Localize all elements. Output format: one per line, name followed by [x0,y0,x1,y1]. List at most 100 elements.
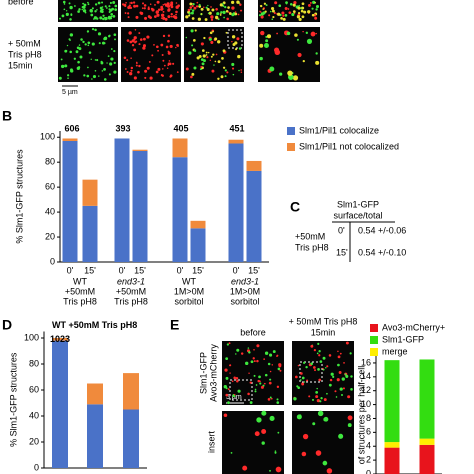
image-spot [316,399,320,403]
image-spot [223,16,226,19]
image-spot [319,400,322,403]
group-label: 1M>0M [174,286,204,296]
image-spot [308,3,311,7]
image-spot [157,67,161,71]
image-spot [301,451,307,457]
image-spot [135,4,139,8]
image-spot [282,14,285,17]
image-spot [236,0,240,4]
image-spot [311,398,315,401]
group-count: 451 [229,123,244,133]
image-spot [225,393,229,397]
image-spot [300,372,303,375]
group-count: 606 [64,123,79,133]
image-spot [263,382,266,385]
image-spot [167,39,170,43]
image-spot [228,342,231,345]
image-spot [335,396,338,398]
image-spot [295,375,298,379]
bar-segment [246,170,262,262]
image-spot [239,3,242,6]
image-spot [329,378,333,382]
image-spot [138,43,141,46]
image-spot [126,59,129,62]
image-spot [293,397,297,401]
image-spot [240,352,244,355]
y-axis-label: % Slm1-GFP structures [14,149,24,244]
image-spot [185,67,189,71]
image-spot [338,433,344,439]
image-spot [322,356,326,360]
image-spot [317,410,324,417]
panel-e: before + 50mM Tris pH8 15min Slm1-GFP Av… [198,316,357,474]
image-spot [130,69,133,72]
row-label: insert [206,431,216,454]
bar-segment [82,179,98,206]
image-spot [155,10,159,14]
group-label: 1M>0M [230,286,260,296]
image-spot [253,360,256,363]
image-spot [124,5,127,8]
bar-segment [228,139,244,144]
image-spot [207,51,210,54]
image-spot [261,410,267,416]
image-spot [272,350,276,354]
image-spot [200,42,204,46]
group-label: +50mM [116,286,146,296]
image-spot [292,3,296,7]
image-spot [269,396,272,399]
image-spot [102,14,105,17]
image-spot [231,13,235,17]
y-tick-label: 20 [29,436,39,446]
image-spot [167,34,171,37]
image-spot [113,61,116,65]
image-spot [231,0,235,4]
image-spot [111,7,115,11]
image-spot [63,8,66,11]
image-spot [88,51,92,54]
image-spot [323,417,328,422]
image-spot [349,352,352,355]
image-spot [110,57,114,61]
image-spot [109,62,113,66]
image-spot [215,15,219,20]
image-spot [231,40,233,43]
image-spot [328,354,332,357]
image-spot [225,387,228,390]
image-spot [161,14,164,17]
image-spot [268,14,271,17]
bar-segment [384,442,400,448]
image-spot [273,11,276,15]
image-spot [231,62,235,67]
chart-title: WT +50mM Tris pH8 [52,320,137,330]
image-spot [215,7,218,11]
image-spot [326,468,333,474]
image-spot [264,373,268,377]
image-spot [314,369,316,372]
image-spot [328,383,332,387]
image-spot [234,48,238,51]
y-tick-label: 10 [361,399,371,409]
image-spot [191,9,195,12]
image-spot [190,8,192,11]
y-tick-label: 8 [366,413,371,423]
y-axis-label: of structures per half-cell [356,366,366,465]
y-tick-label: 100 [24,332,39,342]
group-label: end3-1 [117,276,145,286]
image-spot [260,15,264,19]
image-spot [315,60,320,65]
image-spot [175,5,179,9]
image-spot [230,451,233,454]
image-spot [195,5,199,8]
image-spot [314,16,318,20]
image-spot [341,377,345,381]
image-spot [301,382,305,386]
image-spot [188,12,191,15]
image-spot [314,1,317,4]
panel-letter: D [2,317,12,333]
y-axis-label: % Slm1-GFP structures [8,352,18,447]
image-spot [203,59,206,63]
image-spot [69,5,73,10]
image-spot [236,37,240,41]
y-tick-label: 2 [366,454,371,464]
